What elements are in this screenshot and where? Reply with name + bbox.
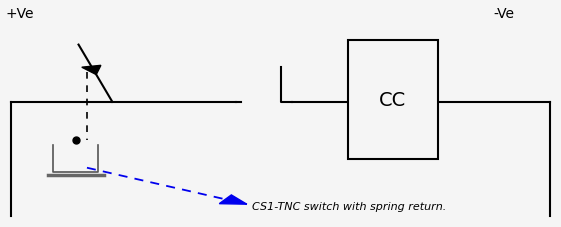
Text: +Ve: +Ve xyxy=(6,7,34,21)
Polygon shape xyxy=(82,66,101,75)
Bar xyxy=(348,41,438,159)
Text: CC: CC xyxy=(379,90,406,109)
Text: CS1-TNC switch with spring return.: CS1-TNC switch with spring return. xyxy=(252,202,447,212)
Polygon shape xyxy=(219,195,247,204)
Text: -Ve: -Ve xyxy=(494,7,514,21)
